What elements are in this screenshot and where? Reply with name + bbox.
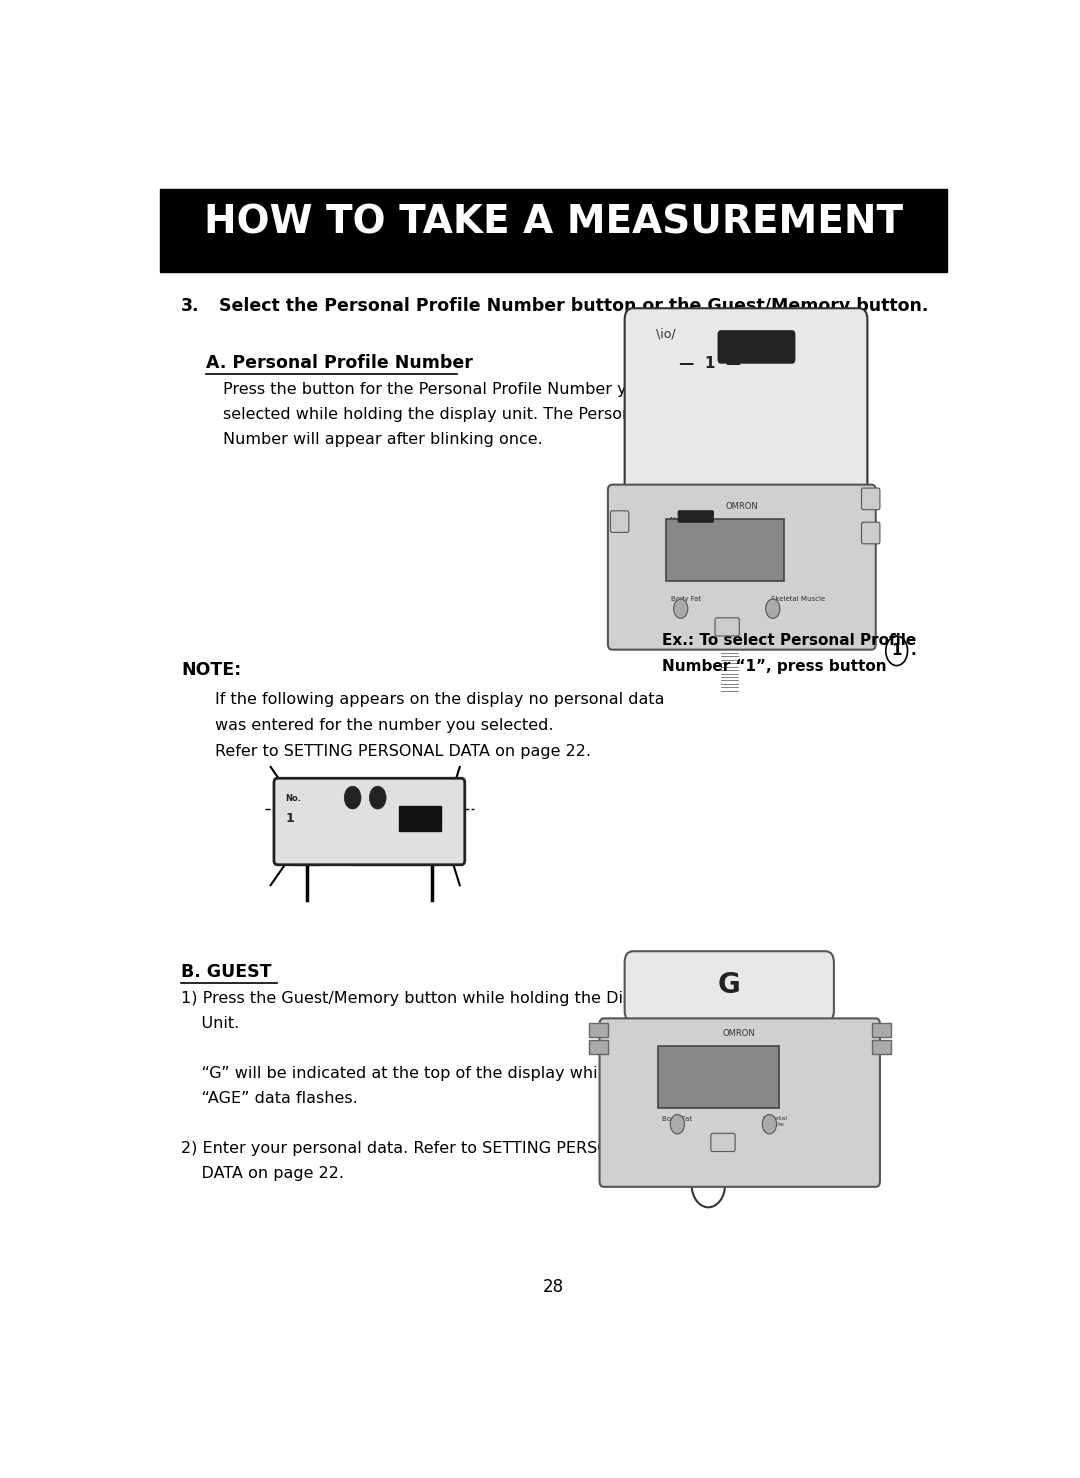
Text: SET: SET xyxy=(721,624,733,630)
Bar xyxy=(160,189,947,272)
Bar xyxy=(658,1046,780,1108)
FancyBboxPatch shape xyxy=(862,522,880,544)
Text: HOW TO TAKE A MEASUREMENT: HOW TO TAKE A MEASUREMENT xyxy=(204,204,903,242)
Text: Skeletal Muscle: Skeletal Muscle xyxy=(771,596,825,602)
Bar xyxy=(684,1007,775,1026)
Text: Body Fat: Body Fat xyxy=(662,1116,692,1122)
FancyBboxPatch shape xyxy=(718,331,795,364)
Circle shape xyxy=(369,786,387,808)
Circle shape xyxy=(766,599,780,618)
Text: 4: 4 xyxy=(868,529,873,535)
Text: selected while holding the display unit. The Personal Profile: selected while holding the display unit.… xyxy=(222,408,702,423)
FancyBboxPatch shape xyxy=(624,952,834,1021)
Text: DATA on page 22.: DATA on page 22. xyxy=(181,1166,345,1181)
Circle shape xyxy=(671,1114,685,1134)
Text: Body Fat: Body Fat xyxy=(671,596,701,602)
FancyBboxPatch shape xyxy=(610,511,629,532)
Bar xyxy=(666,519,784,581)
Text: —  1  —: — 1 — xyxy=(679,356,741,371)
Text: 1) Press the Guest/Memory button while holding the Display: 1) Press the Guest/Memory button while h… xyxy=(181,992,665,1007)
Text: NOTE:: NOTE: xyxy=(181,661,241,678)
Text: 3: 3 xyxy=(868,495,873,501)
Bar xyxy=(589,1041,608,1054)
Text: “AGE” data flashes.: “AGE” data flashes. xyxy=(181,1091,357,1106)
Text: 28: 28 xyxy=(543,1278,564,1296)
FancyBboxPatch shape xyxy=(678,511,714,522)
Text: No.: No. xyxy=(285,794,301,803)
Text: 40: 40 xyxy=(703,1064,733,1088)
Text: Ex.: To select Personal Profile: Ex.: To select Personal Profile xyxy=(662,633,917,647)
Text: 2: 2 xyxy=(618,519,622,525)
Text: SET: SET xyxy=(717,1140,729,1145)
Text: .: . xyxy=(910,643,916,658)
Circle shape xyxy=(762,1114,777,1134)
FancyBboxPatch shape xyxy=(715,618,740,636)
Text: WEIGHT: WEIGHT xyxy=(685,516,706,522)
Text: OMRON: OMRON xyxy=(726,501,758,511)
Text: 2) Enter your personal data. Refer to SETTING PERSONAL: 2) Enter your personal data. Refer to SE… xyxy=(181,1141,642,1156)
Text: Press the button for the Personal Profile Number you: Press the button for the Personal Profil… xyxy=(222,383,647,398)
FancyBboxPatch shape xyxy=(862,488,880,510)
Text: B. GUEST: B. GUEST xyxy=(181,962,271,980)
Text: Skeletal
Muscle: Skeletal Muscle xyxy=(762,1116,787,1128)
FancyBboxPatch shape xyxy=(711,1134,735,1151)
Text: Number “1”, press button: Number “1”, press button xyxy=(662,659,887,674)
Text: \io/: \io/ xyxy=(656,328,675,340)
Text: 3.: 3. xyxy=(181,297,200,315)
Bar xyxy=(872,1023,891,1036)
Bar xyxy=(872,1041,891,1054)
Text: AGE: AGE xyxy=(408,813,431,823)
Circle shape xyxy=(674,599,688,618)
Text: kg: kg xyxy=(761,1086,773,1097)
Text: was entered for the number you selected.: was entered for the number you selected. xyxy=(215,718,553,733)
Text: WEIGHT: WEIGHT xyxy=(734,341,778,350)
FancyBboxPatch shape xyxy=(624,309,867,507)
FancyBboxPatch shape xyxy=(599,1018,880,1187)
Text: A. Personal Profile Number: A. Personal Profile Number xyxy=(206,353,473,372)
Text: OMRON: OMRON xyxy=(723,1029,756,1038)
Text: G: G xyxy=(718,971,741,999)
Circle shape xyxy=(345,786,361,808)
Text: If the following appears on the display no personal data: If the following appears on the display … xyxy=(215,692,664,706)
Text: 0.0: 0.0 xyxy=(707,539,743,559)
Text: Refer to SETTING PERSONAL DATA on page 22.: Refer to SETTING PERSONAL DATA on page 2… xyxy=(215,743,591,760)
Text: “G” will be indicated at the top of the display while: “G” will be indicated at the top of the … xyxy=(181,1066,612,1082)
Text: Number will appear after blinking once.: Number will appear after blinking once. xyxy=(222,432,542,448)
Text: Select the Personal Profile Number button or the Guest/Memory button.: Select the Personal Profile Number butto… xyxy=(218,297,928,315)
Bar xyxy=(399,806,441,831)
Bar xyxy=(589,1023,608,1036)
Text: No.
1: No. 1 xyxy=(669,516,680,529)
Text: 1: 1 xyxy=(891,643,902,658)
FancyBboxPatch shape xyxy=(274,779,464,865)
Text: Unit.: Unit. xyxy=(181,1015,240,1032)
Text: 1: 1 xyxy=(285,813,295,825)
FancyBboxPatch shape xyxy=(608,485,876,650)
